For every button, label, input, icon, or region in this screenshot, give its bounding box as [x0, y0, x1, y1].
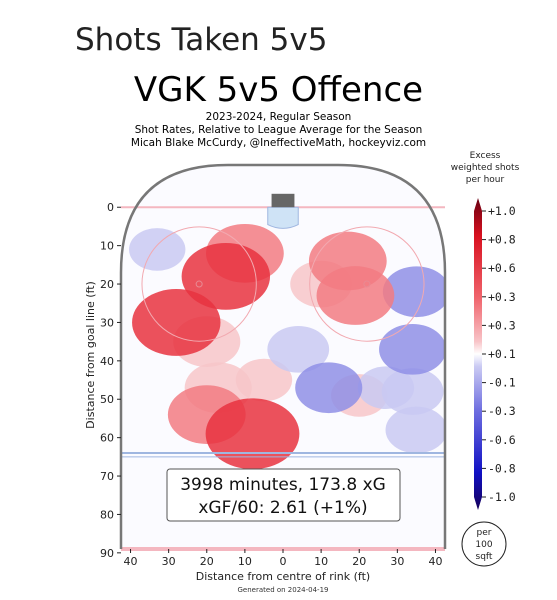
rink-markings — [119, 163, 447, 551]
colorbar-tick-label: +0.8 — [488, 233, 516, 247]
summary-line-xgf: xGF/60: 2.61 (+1%) — [198, 498, 367, 518]
y-tick-label: 40 — [100, 355, 114, 368]
colorbar-tick-label: -0.8 — [488, 461, 516, 475]
goal-crease — [267, 206, 299, 229]
generated-note: Generated on 2024-04-19 — [238, 586, 329, 594]
x-tick-label: 20 — [352, 555, 366, 568]
colorbar-tick-label: +0.3 — [488, 290, 516, 304]
colorbar-tick-label: -1.0 — [488, 490, 516, 504]
x-tick-label: 10 — [238, 555, 252, 568]
colorbar-tick-label: -0.1 — [488, 376, 516, 390]
y-tick-label: 50 — [100, 393, 114, 406]
x-tick-label: 40 — [428, 555, 442, 568]
colorbar-gradient — [474, 198, 482, 510]
colorbar-tick-label: -0.3 — [488, 404, 516, 418]
faceoff-dot-right — [363, 280, 371, 288]
x-tick-label: 10 — [314, 555, 328, 568]
y-axis-label: Distance from goal line (ft) — [84, 281, 97, 429]
y-tick-label: 0 — [107, 201, 114, 214]
x-axis-ticks: 40 30 20 10 0 10 20 30 40 — [124, 549, 442, 568]
heat-region — [316, 266, 395, 325]
page-title: Shots Taken 5v5 — [75, 22, 328, 58]
x-axis-label: Distance from centre of rink (ft) — [196, 570, 370, 583]
unit-badge-line2: 100 — [475, 540, 492, 550]
x-tick-label: 30 — [162, 555, 176, 568]
heat-region — [381, 368, 444, 415]
summary-line-minutes: 3998 minutes, 173.8 xG — [180, 475, 386, 495]
heat-region — [132, 289, 221, 356]
summary-box — [166, 468, 401, 522]
x-tick-label: 20 — [200, 555, 214, 568]
y-tick-label: 20 — [100, 278, 114, 291]
heat-region — [382, 266, 445, 318]
faceoff-circle-left — [141, 226, 257, 342]
unit-badge-line1: per — [477, 528, 492, 538]
chart-subtitle-author: Micah Blake McCurdy, @IneffectiveMath, h… — [130, 137, 427, 149]
colorbar: Excess weighted shots per hour +1.0 +0.8 +… — [451, 151, 520, 510]
unit-badge-line3: sqft — [476, 552, 493, 562]
colorbar-tick-label: +1.0 — [488, 204, 516, 218]
y-axis-ticks: 0 10 20 30 40 50 60 70 80 90 — [100, 201, 121, 560]
colorbar-title-line2: weighted shots — [451, 163, 520, 173]
goal-net — [271, 193, 295, 208]
x-tick-label: 0 — [280, 555, 287, 568]
chart-subtitle-metric: Shot Rates, Relative to League Average f… — [134, 124, 423, 136]
colorbar-tick-label: +0.1 — [488, 347, 516, 361]
y-tick-label: 80 — [100, 508, 114, 521]
colorbar-tick-label: +0.6 — [488, 261, 516, 275]
x-tick-label: 40 — [124, 555, 138, 568]
rink-boards — [119, 163, 447, 549]
y-tick-label: 30 — [100, 316, 114, 329]
heat-region — [385, 406, 445, 454]
colorbar-title-line3: per hour — [466, 175, 505, 185]
colorbar-tick-label: -0.6 — [488, 433, 516, 447]
chart-title: VGK 5v5 Offence — [133, 70, 424, 110]
heat-region — [129, 228, 186, 271]
heat-region — [181, 242, 271, 310]
y-tick-label: 60 — [100, 432, 114, 445]
x-tick-label: 30 — [390, 555, 404, 568]
unit-badge: per 100 sqft — [461, 521, 507, 567]
colorbar-tick-label: +0.3 — [488, 318, 516, 332]
faceoff-circle-right — [309, 226, 425, 342]
colorbar-title-line1: Excess — [470, 151, 501, 161]
heat-region — [267, 325, 330, 373]
faceoff-dot-left — [195, 280, 203, 288]
y-tick-label: 10 — [100, 240, 114, 253]
chart-subtitle-season: 2023-2024, Regular Season — [205, 111, 352, 123]
heat-region — [205, 398, 300, 470]
y-tick-label: 90 — [100, 547, 114, 560]
y-tick-label: 70 — [100, 470, 114, 483]
heat-region — [379, 323, 445, 375]
heat-region — [295, 362, 363, 414]
